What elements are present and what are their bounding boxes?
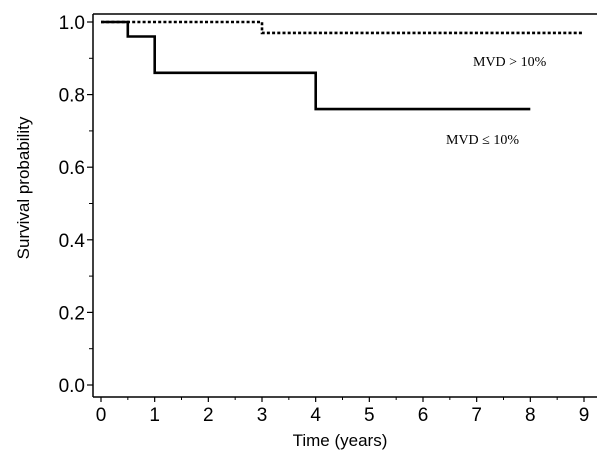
x-tick-label-9: 9 (579, 405, 590, 426)
y-tick-label-3: 0.6 (59, 158, 85, 179)
x-tick-label-4: 4 (310, 405, 321, 426)
x-axis-title: Time (years) (293, 431, 388, 450)
y-tick-label-4: 0.8 (59, 86, 85, 107)
axis-ticks (87, 21, 585, 402)
y-tick-label-2: 0.4 (59, 231, 86, 252)
tick-labels: 0.0 0.2 0.4 0.6 0.8 1.0 0 1 2 3 4 5 6 7 8 9 (59, 13, 590, 426)
y-tick-label-0: 0.0 (59, 376, 85, 397)
x-tick-label-6: 6 (418, 405, 429, 426)
plot-frame (92, 13, 597, 398)
y-axis-title: Survival probability (14, 116, 33, 259)
y-tick-label-5: 1.0 (59, 13, 85, 34)
x-tick-label-1: 1 (149, 405, 160, 426)
x-tick-label-2: 2 (203, 405, 214, 426)
x-tick-label-7: 7 (471, 405, 482, 426)
x-tick-label-5: 5 (364, 405, 375, 426)
y-tick-label-1: 0.2 (59, 303, 85, 324)
series-line-mvd-gt-10 (101, 20, 584, 35)
series-line-mvd-le-10 (101, 20, 531, 111)
x-tick-label-3: 3 (257, 405, 268, 426)
annotation-mvd-le-10: MVD ≤ 10% (446, 133, 519, 148)
x-tick-label-0: 0 (96, 405, 107, 426)
annotation-mvd-gt-10: MVD > 10% (473, 55, 547, 70)
series-lines (101, 20, 584, 111)
x-tick-label-8: 8 (525, 405, 536, 426)
